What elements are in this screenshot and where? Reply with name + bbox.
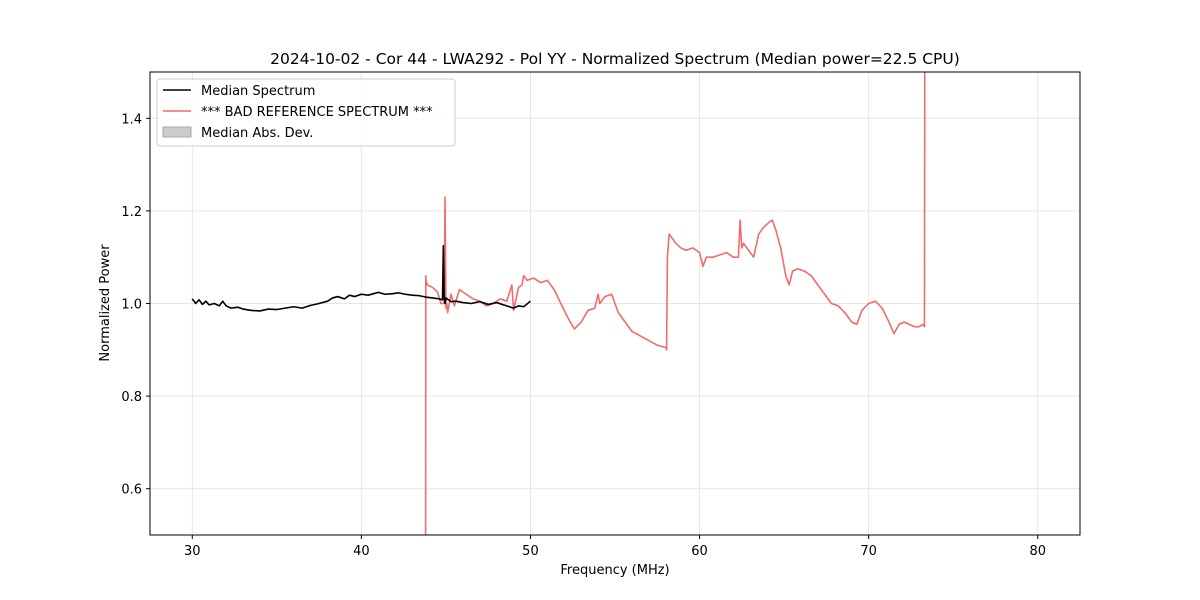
chart-title: 2024-10-02 - Cor 44 - LWA292 - Pol YY - … (270, 50, 960, 68)
y-axis-label: Normalized Power (98, 244, 113, 362)
median-spectrum-line (191, 244, 531, 312)
x-tick-label: 30 (184, 544, 201, 559)
y-tick-label: 1.4 (121, 112, 142, 127)
y-tick-label: 1.2 (121, 205, 142, 220)
series-layer (191, 72, 926, 535)
x-tick-label: 80 (1029, 544, 1046, 559)
legend-swatch-median-abs-dev (162, 126, 192, 138)
y-tick-label: 0.6 (121, 483, 142, 498)
legend-box (156, 78, 456, 147)
x-tick-label: 70 (860, 544, 877, 559)
ticks: 30 40 50 60 70 80 0.6 0.8 1.0 1.2 1.4 (121, 112, 1046, 559)
y-tick-label: 1.0 (121, 298, 142, 313)
x-tick-label: 60 (691, 544, 708, 559)
y-tick-label: 0.8 (121, 390, 142, 405)
legend-label-median-spectrum: Median Spectrum (201, 84, 315, 99)
x-tick-label: 50 (522, 544, 539, 559)
legend: Median Spectrum *** BAD REFERENCE SPECTR… (156, 78, 456, 147)
legend-label-median-abs-dev: Median Abs. Dev. (201, 126, 313, 141)
x-axis-label: Frequency (MHz) (560, 563, 669, 578)
x-tick-label: 40 (353, 544, 370, 559)
legend-label-bad-reference: *** BAD REFERENCE SPECTRUM *** (201, 105, 433, 120)
